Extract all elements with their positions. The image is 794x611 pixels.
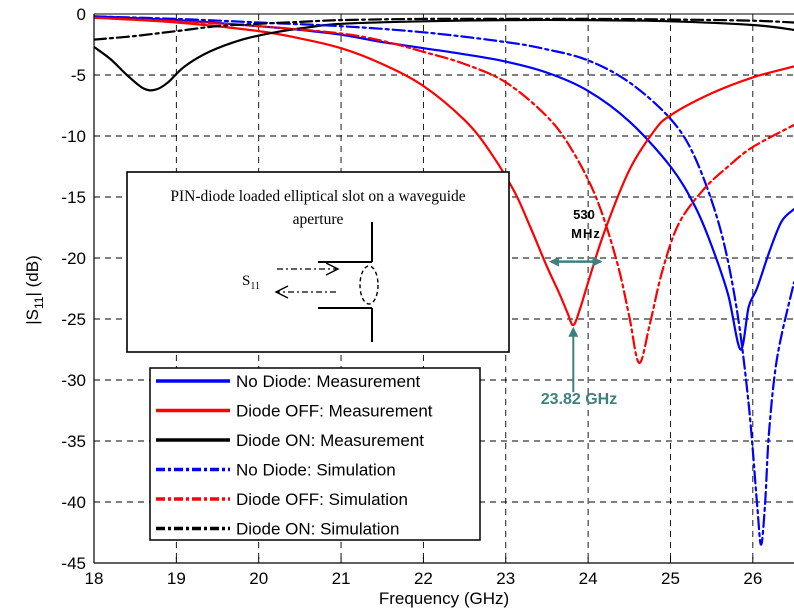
inset-port-label: S11 xyxy=(242,273,260,292)
resonance-label: 23.82 GHz xyxy=(541,391,617,408)
x-tick-label: 22 xyxy=(414,569,433,588)
y-tick-label: -5 xyxy=(71,66,86,85)
y-tick-label: -15 xyxy=(61,188,86,207)
legend-label: No Diode: Simulation xyxy=(236,461,396,480)
inset-diagram: PIN-diode loaded elliptical slot on a wa… xyxy=(126,171,510,353)
x-tick-label: 19 xyxy=(167,569,186,588)
x-tick-labels: 18 19 20 21 22 23 24 25 26 xyxy=(85,557,762,588)
series-diode-on-measurement xyxy=(94,18,794,92)
legend-label: Diode ON: Measurement xyxy=(236,431,424,450)
series-diode-off-simulation xyxy=(94,16,794,365)
legend-label: Diode OFF: Simulation xyxy=(236,490,408,509)
y-tick-label: -35 xyxy=(61,432,86,451)
grid-lines xyxy=(94,14,794,563)
bandwidth-unit: MHz xyxy=(571,226,601,241)
series-lines xyxy=(94,15,794,546)
legend-label: Diode OFF: Measurement xyxy=(236,402,433,421)
y-tick-label: -25 xyxy=(61,310,86,329)
x-axis-title: Frequency (GHz) xyxy=(379,589,509,608)
x-tick-label: 18 xyxy=(85,569,104,588)
y-tick-label: -45 xyxy=(61,554,86,573)
legend-label: Diode ON: Simulation xyxy=(236,520,399,539)
y-tick-labels: 0 -5 -10 -15 -20 -25 -30 -35 -40 -45 xyxy=(61,5,100,573)
series-no-diode-simulation xyxy=(94,15,794,546)
inset-title-line1: PIN-diode loaded elliptical slot on a wa… xyxy=(170,188,465,205)
x-tick-label: 20 xyxy=(249,569,268,588)
legend-label: No Diode: Measurement xyxy=(236,372,421,391)
y-tick-label: 0 xyxy=(77,5,86,24)
x-tick-label: 25 xyxy=(661,569,680,588)
x-tick-label: 21 xyxy=(332,569,351,588)
series-diode-on-simulation xyxy=(94,17,794,41)
y-tick-label: -30 xyxy=(61,371,86,390)
y-axis-title: |S11| (dB) xyxy=(23,255,46,325)
legend: No Diode: Measurement Diode OFF: Measurem… xyxy=(149,367,481,541)
y-tick-label: -40 xyxy=(61,493,86,512)
y-tick-label: -10 xyxy=(61,127,86,146)
bandwidth-annotation: 530 MHz xyxy=(549,207,603,267)
x-tick-label: 26 xyxy=(743,569,762,588)
y-tick-label: -20 xyxy=(61,249,86,268)
x-tick-label: 24 xyxy=(579,569,598,588)
series-diode-off-measurement xyxy=(94,16,794,327)
x-tick-label: 23 xyxy=(496,569,515,588)
bandwidth-value: 530 xyxy=(573,207,595,222)
inset-title-line2: aperture xyxy=(293,211,344,228)
resonance-annotation: 23.82 GHz xyxy=(541,326,617,408)
axes-frame xyxy=(93,13,794,564)
